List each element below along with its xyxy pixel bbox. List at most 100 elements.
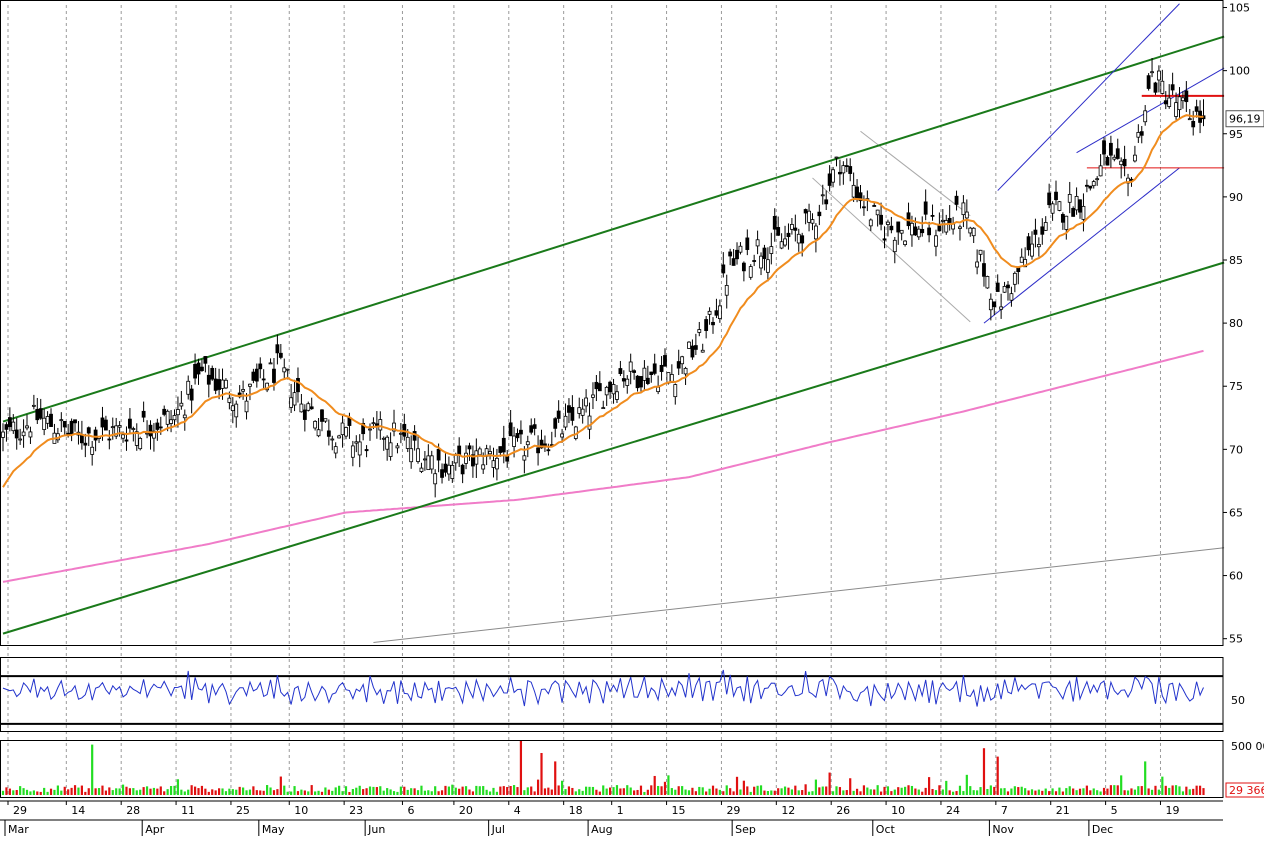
candle-body [1, 431, 5, 438]
candle [711, 317, 715, 334]
candle-body [1108, 142, 1113, 156]
candle-body [344, 427, 348, 437]
x-day-label: 24 [946, 804, 960, 817]
candle [1030, 231, 1034, 260]
candle [971, 227, 976, 244]
candle-body [995, 282, 1000, 292]
candle-body [254, 368, 259, 382]
candle-body [786, 232, 791, 238]
candle-body [656, 386, 661, 393]
candle-body [827, 173, 832, 186]
candle-body [728, 251, 733, 257]
candle-body [536, 447, 540, 454]
candle-body [940, 219, 945, 222]
candle-body [1095, 178, 1100, 181]
candle [59, 412, 64, 432]
candle-body [498, 446, 503, 453]
candle-body [412, 431, 417, 441]
candle [923, 189, 928, 221]
candle [745, 229, 750, 256]
candle-body [333, 446, 338, 454]
candle [1084, 179, 1089, 193]
candle [615, 385, 619, 403]
oscillator-panel [0, 669, 1223, 725]
candle-body [1098, 165, 1103, 177]
candle [193, 353, 197, 385]
y-tick-label: 75 [1229, 380, 1243, 393]
candle-body [429, 455, 434, 470]
candle-body [765, 259, 770, 273]
candle [176, 396, 180, 428]
candle [1026, 233, 1031, 256]
candle-body [268, 362, 273, 365]
candle-body [467, 445, 472, 450]
candle-body [879, 214, 883, 225]
candle-body [488, 451, 492, 455]
candle [495, 448, 499, 481]
candle [1071, 206, 1076, 217]
candle-body [745, 237, 750, 250]
candle [35, 397, 40, 424]
candle-body [1064, 215, 1069, 230]
candle-body [261, 378, 266, 381]
candle [831, 166, 835, 188]
candle [186, 375, 191, 400]
candle-body [783, 238, 787, 246]
candle [992, 301, 997, 316]
candle [892, 236, 897, 264]
candle [316, 418, 321, 438]
candle-body [361, 422, 366, 435]
candle-body [145, 432, 149, 435]
candle-body [1067, 194, 1072, 203]
candle-body [501, 437, 506, 453]
candle-body [1050, 203, 1055, 214]
candle [841, 161, 846, 185]
candle [443, 451, 448, 477]
candle [1174, 92, 1178, 120]
candle [172, 409, 177, 426]
candle-body [838, 171, 842, 175]
candle [1081, 193, 1086, 232]
candle [254, 363, 259, 388]
candle-body [992, 301, 997, 308]
y-tick-label: 95 [1229, 128, 1243, 141]
candle [457, 437, 462, 467]
candle-body [395, 445, 400, 449]
candle-body [381, 437, 386, 440]
candle-body [913, 226, 918, 236]
candle [906, 202, 911, 230]
candle [110, 417, 115, 440]
candle [697, 321, 702, 337]
candle-body [278, 352, 283, 358]
candle-body [790, 224, 794, 230]
candle-body [584, 397, 588, 407]
candle [275, 334, 280, 365]
candle [217, 368, 221, 400]
candle-body [440, 469, 444, 478]
candle [1006, 281, 1010, 301]
candle-body [961, 202, 966, 216]
candle-body [203, 356, 208, 364]
x-day-label: 7 [1001, 804, 1008, 817]
candle-body [717, 305, 722, 320]
candle-body [110, 426, 115, 429]
candle [669, 364, 674, 383]
candle [148, 420, 153, 450]
candle-body [158, 426, 163, 429]
volume-value-box [1225, 782, 1264, 798]
ma-short-line [2, 114, 1204, 488]
candle-body [930, 214, 935, 217]
candle-body [1078, 199, 1082, 213]
candle [786, 223, 791, 250]
candle-body [241, 389, 246, 392]
candle [549, 431, 554, 447]
candle-body [1084, 184, 1089, 187]
candle [755, 230, 760, 255]
candle-body [378, 419, 383, 431]
candle [1119, 157, 1124, 179]
candle-body [477, 448, 482, 455]
candle [824, 190, 829, 211]
candle [934, 229, 938, 257]
candle [90, 440, 95, 466]
candle [42, 408, 47, 436]
